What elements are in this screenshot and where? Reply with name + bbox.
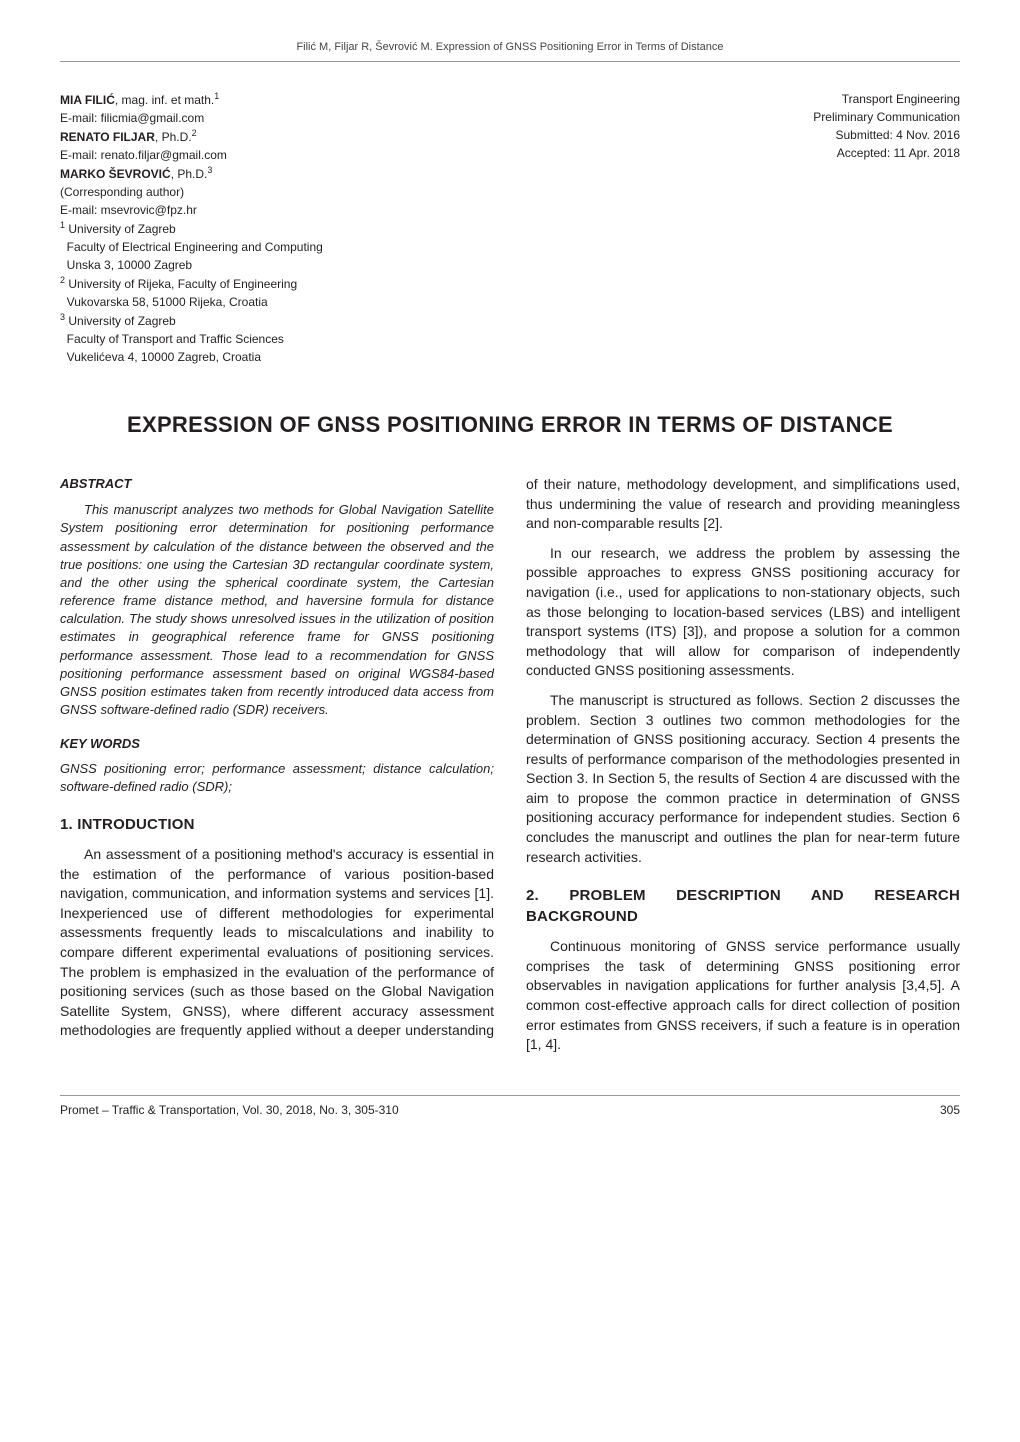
affiliation: 2 University of Rijeka, Faculty of Engin…	[60, 274, 700, 293]
body-paragraph: In our research, we address the problem …	[526, 544, 960, 681]
classification-line: Submitted: 4 Nov. 2016	[700, 126, 960, 144]
page-footer: Promet – Traffic & Transportation, Vol. …	[60, 1095, 960, 1119]
classification-line: Transport Engineering	[700, 90, 960, 108]
classification-line: Accepted: 11 Apr. 2018	[700, 144, 960, 162]
author-email: E-mail: filicmia@gmail.com	[60, 109, 700, 127]
keywords-body: GNSS positioning error; performance asse…	[60, 760, 494, 796]
affil-line: Unska 3, 10000 Zagreb	[60, 256, 700, 274]
affil-sup: 3	[60, 312, 65, 322]
affil-line: University of Rijeka, Faculty of Enginee…	[68, 277, 297, 291]
meta-right: Transport Engineering Preliminary Commun…	[700, 90, 960, 366]
affil-line: Vukovarska 58, 51000 Rijeka, Croatia	[60, 293, 700, 311]
body-paragraph: Continuous monitoring of GNSS service pe…	[526, 937, 960, 1055]
author-line: RENATO FILJAR, Ph.D.2	[60, 127, 700, 146]
section-heading: 2. PROBLEM DESCRIPTION AND RESEARCH BACK…	[526, 885, 960, 927]
author-suffix: , mag. inf. et math.	[115, 93, 214, 107]
affil-line: University of Zagreb	[68, 222, 175, 236]
author-sup: 1	[214, 91, 219, 101]
author-name: RENATO FILJAR	[60, 130, 155, 144]
author-suffix: , Ph.D.	[171, 167, 208, 181]
affil-line: Faculty of Electrical Engineering and Co…	[60, 238, 700, 256]
affiliation: 3 University of Zagreb	[60, 311, 700, 330]
abstract-heading: ABSTRACT	[60, 475, 494, 493]
affil-line: University of Zagreb	[68, 314, 175, 328]
author-email: E-mail: renato.filjar@gmail.com	[60, 146, 700, 164]
running-header: Filić M, Filjar R, Ševrović M. Expressio…	[60, 40, 960, 62]
affil-line: Vukelićeva 4, 10000 Zagreb, Croatia	[60, 348, 700, 366]
author-sup: 3	[207, 165, 212, 175]
author-name: MIA FILIĆ	[60, 93, 115, 107]
footer-left: Promet – Traffic & Transportation, Vol. …	[60, 1102, 399, 1119]
body-paragraph: The manuscript is structured as follows.…	[526, 691, 960, 867]
author-name: MARKO ŠEVROVIĆ	[60, 167, 171, 181]
keywords-heading: KEY WORDS	[60, 735, 494, 753]
body-columns: ABSTRACT This manuscript analyzes two me…	[60, 475, 960, 1055]
classification-line: Preliminary Communication	[700, 108, 960, 126]
page-title: EXPRESSION OF GNSS POSITIONING ERROR IN …	[60, 411, 960, 440]
affil-line: Faculty of Transport and Traffic Science…	[60, 330, 700, 348]
author-line: MARKO ŠEVROVIĆ, Ph.D.3	[60, 164, 700, 183]
author-email: E-mail: msevrovic@fpz.hr	[60, 201, 700, 219]
footer-page-number: 305	[940, 1102, 960, 1119]
author-sup: 2	[192, 128, 197, 138]
affiliation: 1 University of Zagreb	[60, 219, 700, 238]
author-line: MIA FILIĆ, mag. inf. et math.1	[60, 90, 700, 109]
affil-sup: 2	[60, 275, 65, 285]
abstract-body: This manuscript analyzes two methods for…	[60, 501, 494, 719]
author-corresponding: (Corresponding author)	[60, 183, 700, 201]
meta-block: MIA FILIĆ, mag. inf. et math.1 E-mail: f…	[60, 90, 960, 366]
section-heading: 1. INTRODUCTION	[60, 814, 494, 835]
meta-left: MIA FILIĆ, mag. inf. et math.1 E-mail: f…	[60, 90, 700, 366]
author-suffix: , Ph.D.	[155, 130, 192, 144]
affil-sup: 1	[60, 220, 65, 230]
